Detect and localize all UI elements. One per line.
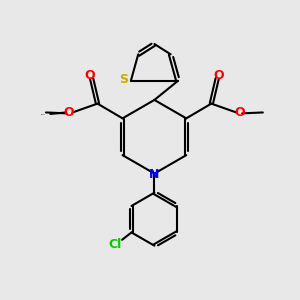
Text: methyl: methyl <box>40 113 46 115</box>
Text: O: O <box>235 106 245 119</box>
Text: O: O <box>64 106 74 119</box>
Text: S: S <box>119 73 128 86</box>
Text: N: N <box>149 168 160 181</box>
Text: O: O <box>85 69 95 82</box>
Text: O: O <box>213 69 224 82</box>
Text: Cl: Cl <box>109 238 122 251</box>
